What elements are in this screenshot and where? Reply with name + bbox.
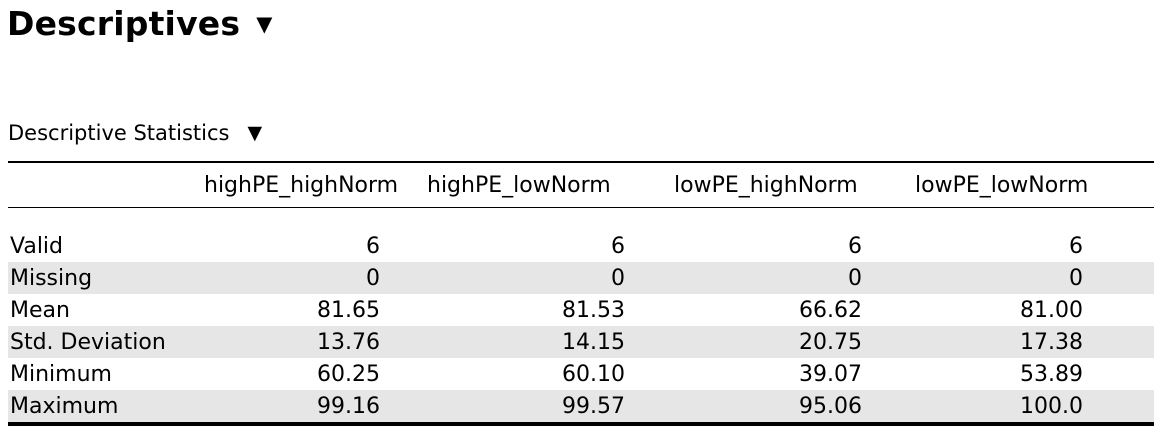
table-cell: 13.76 [317,329,380,355]
table-cell: 6 [1069,233,1083,259]
column-header: highPE_lowNorm [427,172,611,198]
table-cell: 81.53 [562,297,625,323]
column-header: highPE_highNorm [204,172,399,198]
table-title: Descriptive Statistics [8,121,230,145]
table-cell: 81.00 [1020,297,1083,323]
row-label: Valid [10,233,64,259]
table-spacer [8,208,1154,230]
table-cell: 0 [1069,265,1083,291]
table-cell: 0 [366,265,380,291]
triangle-down-icon[interactable]: ▼ [247,121,263,144]
analysis-header: Descriptives ▼ [7,0,272,46]
table-header: Descriptive Statistics ▼ [8,118,262,148]
column-header: lowPE_highNorm [674,172,858,198]
table-row: Maximum 99.16 99.57 95.06 100.0 [8,390,1154,422]
row-label: Std. Deviation [10,329,166,355]
table-cell: 20.75 [799,329,862,355]
row-label: Maximum [10,393,119,419]
table-row: Valid 6 6 6 6 [8,230,1154,262]
table-cell: 39.07 [799,361,862,387]
table-cell: 6 [366,233,380,259]
column-header: lowPE_lowNorm [915,172,1089,198]
table-cell: 60.25 [317,361,380,387]
table-cell: 60.10 [562,361,625,387]
table-row: Std. Deviation 13.76 14.15 20.75 17.38 [8,326,1154,358]
analysis-title: Descriptives [7,3,241,43]
table-cell: 6 [848,233,862,259]
table-cell: 81.65 [317,297,380,323]
table-cell: 95.06 [799,393,862,419]
table-cell: 17.38 [1020,329,1083,355]
table-cell: 100.0 [1020,393,1083,419]
table-cell: 66.62 [799,297,862,323]
table-cell: 14.15 [562,329,625,355]
table-row: Minimum 60.25 60.10 39.07 53.89 [8,358,1154,390]
descriptive-statistics-table: highPE_highNorm highPE_lowNorm lowPE_hig… [8,161,1154,426]
row-label: Missing [10,265,93,291]
table-cell: 99.57 [562,393,625,419]
row-label: Minimum [10,361,112,387]
table-cell: 0 [611,265,625,291]
table-bottom-rule [8,422,1154,426]
table-cell: 0 [848,265,862,291]
table-cell: 53.89 [1020,361,1083,387]
table-top-rule [8,161,1154,163]
row-label: Mean [10,297,70,323]
table-cell: 99.16 [317,393,380,419]
table-cell: 6 [611,233,625,259]
table-row: Missing 0 0 0 0 [8,262,1154,294]
triangle-down-icon[interactable]: ▼ [256,11,273,36]
table-header-row: highPE_highNorm highPE_lowNorm lowPE_hig… [8,163,1154,208]
table-row: Mean 81.65 81.53 66.62 81.00 [8,294,1154,326]
